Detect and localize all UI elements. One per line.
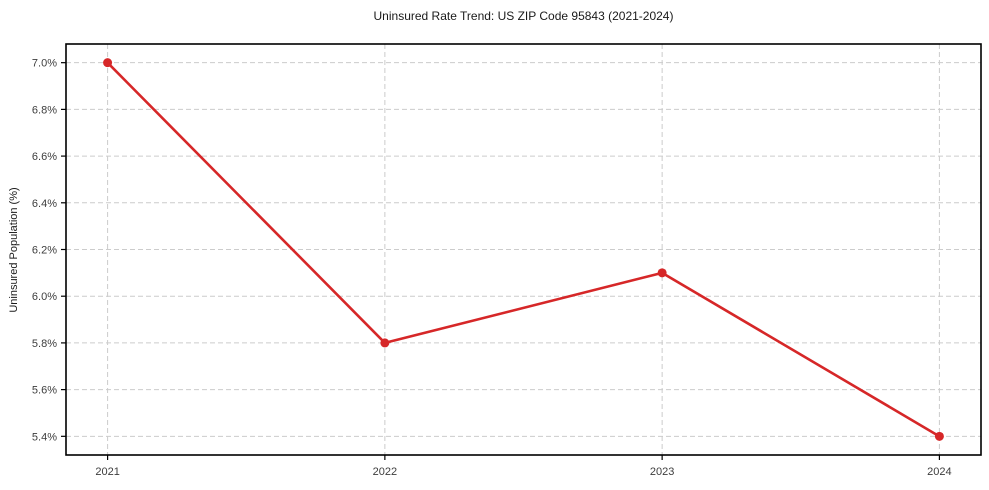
data-point-marker (934, 431, 944, 441)
y-tick-label: 6.0% (32, 291, 57, 303)
y-tick-label: 6.8% (32, 104, 57, 116)
y-tick-label: 7.0% (32, 58, 57, 70)
chart-title: Uninsured Rate Trend: US ZIP Code 95843 … (373, 9, 674, 23)
y-tick-label: 6.2% (32, 245, 57, 257)
y-tick-label: 6.6% (32, 151, 57, 163)
x-tick-label: 2021 (95, 466, 119, 478)
y-tick-label: 6.4% (32, 198, 57, 210)
x-tick-label: 2022 (373, 466, 397, 478)
x-tick-label: 2023 (650, 466, 674, 478)
y-tick-label: 5.8% (32, 338, 57, 350)
x-tick-label: 2024 (927, 466, 951, 478)
data-point-marker (657, 268, 667, 278)
y-tick-label: 5.4% (32, 431, 57, 443)
y-tick-label: 5.6% (32, 385, 57, 397)
data-point-marker (103, 58, 113, 68)
data-point-marker (380, 338, 390, 348)
trend-line (106, 61, 941, 438)
plot-border (65, 43, 982, 456)
